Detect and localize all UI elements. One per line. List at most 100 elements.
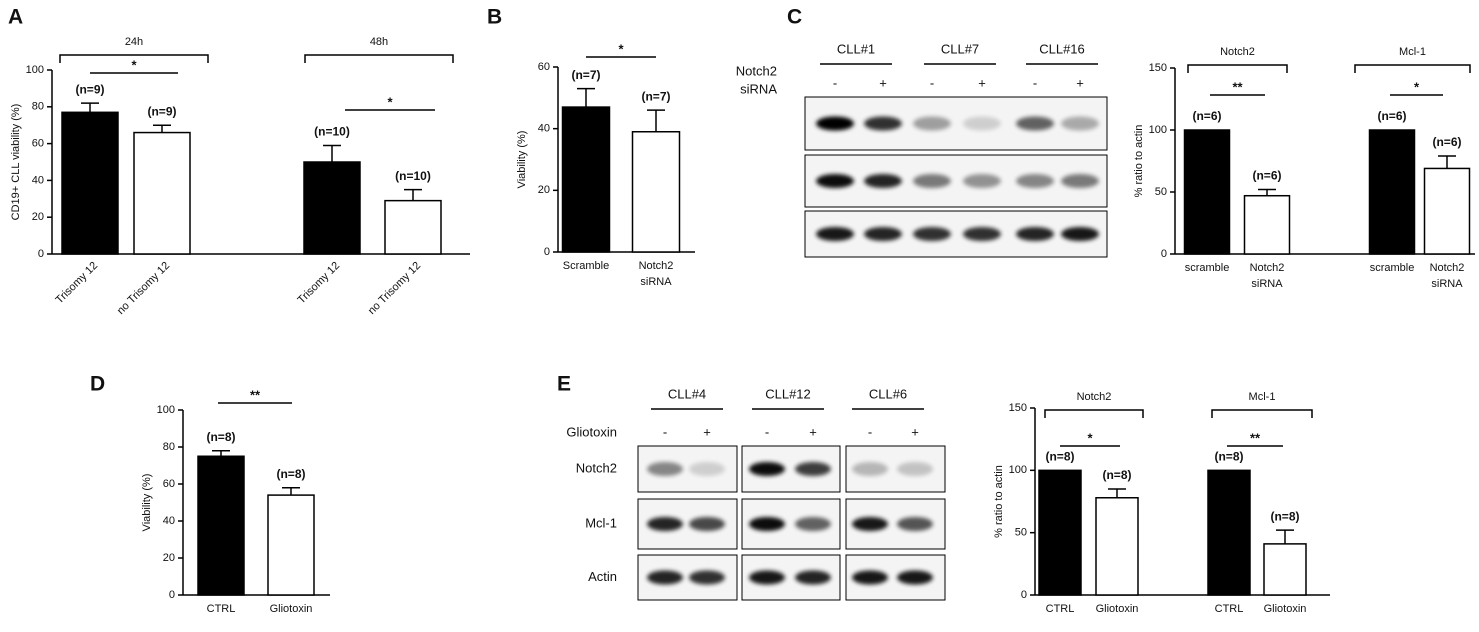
y-axis-label: CD19+ CLL viability (%): [10, 104, 22, 221]
row-label: Mcl-1: [585, 515, 617, 530]
band: [864, 116, 902, 131]
band: [1061, 227, 1099, 241]
n-label: (n=9): [75, 82, 104, 96]
lane-label: +: [911, 424, 919, 439]
band: [795, 462, 831, 476]
x-tick-label: Trisomy 12: [296, 260, 343, 307]
group-bracket: [1211, 409, 1313, 418]
sample-label: CLL#6: [869, 386, 907, 401]
error-bar: [323, 144, 341, 162]
blot-frame: [804, 210, 1108, 258]
n-label: (n=8): [206, 430, 235, 444]
group-bracket: [304, 54, 454, 63]
band: [913, 116, 951, 131]
significance-label: *: [1087, 430, 1093, 445]
band: [897, 570, 933, 585]
y-tick-label: 0: [1021, 589, 1027, 601]
band: [749, 517, 785, 531]
y-tick-label: 0: [544, 246, 550, 258]
n-label: (n=6): [1252, 169, 1281, 183]
n-label: (n=6): [1377, 109, 1406, 123]
sample-label: CLL#16: [1039, 41, 1085, 56]
lane-label: -: [868, 424, 872, 439]
band: [1061, 174, 1099, 188]
n-label: (n=7): [641, 89, 670, 103]
y-tick-label: 150: [1149, 62, 1167, 74]
band: [749, 570, 785, 585]
significance-label: *: [1414, 79, 1420, 94]
n-label: (n=9): [147, 104, 176, 118]
panel-letter: C: [787, 6, 802, 29]
band: [864, 227, 902, 241]
x-tick-label: siRNA: [1251, 278, 1283, 290]
row-label: Actin: [588, 569, 617, 584]
lane-label: +: [978, 75, 986, 90]
band: [647, 570, 683, 585]
y-axis-label: Viability (%): [141, 474, 153, 532]
significance-label: **: [1232, 79, 1243, 94]
y-tick-label: 0: [1161, 248, 1167, 260]
bar: [631, 131, 681, 253]
y-tick-label: 50: [1155, 186, 1167, 198]
x-tick-label: no Trisomy 12: [115, 260, 172, 317]
error-bar: [1258, 188, 1276, 196]
lane-label: -: [930, 75, 934, 90]
y-axis-label: Viability (%): [516, 131, 528, 189]
band: [795, 517, 831, 531]
band: [1016, 174, 1054, 188]
y-tick-label: 20: [163, 552, 175, 564]
blot-frame: [804, 96, 1108, 151]
band: [689, 570, 725, 585]
error-bar: [577, 87, 595, 108]
n-label: (n=10): [314, 125, 350, 139]
band: [852, 462, 888, 476]
band: [913, 227, 951, 241]
panel-letter: B: [487, 6, 502, 29]
bar: [561, 106, 611, 253]
y-tick-label: 40: [32, 174, 44, 186]
bar: [1368, 129, 1416, 255]
bar: [1243, 194, 1291, 255]
bar: [1207, 469, 1251, 596]
band: [749, 462, 785, 476]
bar: [133, 131, 191, 255]
lane-label: -: [765, 424, 769, 439]
band: [963, 116, 1001, 131]
error-bar: [212, 449, 230, 457]
x-tick-label: Gliotoxin: [1096, 603, 1139, 615]
lane-label: +: [1076, 75, 1084, 90]
significance-label: *: [387, 94, 393, 109]
y-tick-label: 80: [32, 101, 44, 113]
band: [1016, 227, 1054, 241]
error-bar: [647, 109, 665, 132]
error-bar: [153, 124, 171, 133]
x-tick-label: Trisomy 12: [54, 260, 101, 307]
panel-letter: A: [8, 6, 23, 29]
bar: [1183, 129, 1231, 255]
lane-label: +: [879, 75, 887, 90]
y-tick-label: 60: [163, 478, 175, 490]
y-tick-label: 0: [169, 589, 175, 601]
band: [963, 174, 1001, 188]
lane-label: +: [809, 424, 817, 439]
panel-letter: D: [90, 373, 105, 396]
n-label: (n=10): [395, 169, 431, 183]
group-label: 48h: [370, 36, 388, 48]
y-tick-label: 40: [163, 515, 175, 527]
group-label: 24h: [125, 36, 143, 48]
x-tick-label: siRNA: [1431, 278, 1463, 290]
band: [913, 174, 951, 188]
x-tick-label: no Trisomy 12: [366, 260, 423, 317]
band: [816, 174, 854, 188]
lane-label: -: [1033, 75, 1037, 90]
y-tick-label: 60: [32, 138, 44, 150]
band: [897, 517, 933, 531]
panel-letter: E: [557, 373, 571, 396]
error-bar: [282, 486, 300, 496]
x-tick-label: CTRL: [1215, 603, 1244, 615]
error-bar: [81, 102, 99, 113]
y-tick-label: 40: [538, 123, 550, 135]
group-label: Notch2: [1077, 391, 1112, 403]
y-axis-label: % ratio to actin: [993, 465, 1005, 538]
band: [963, 227, 1001, 241]
